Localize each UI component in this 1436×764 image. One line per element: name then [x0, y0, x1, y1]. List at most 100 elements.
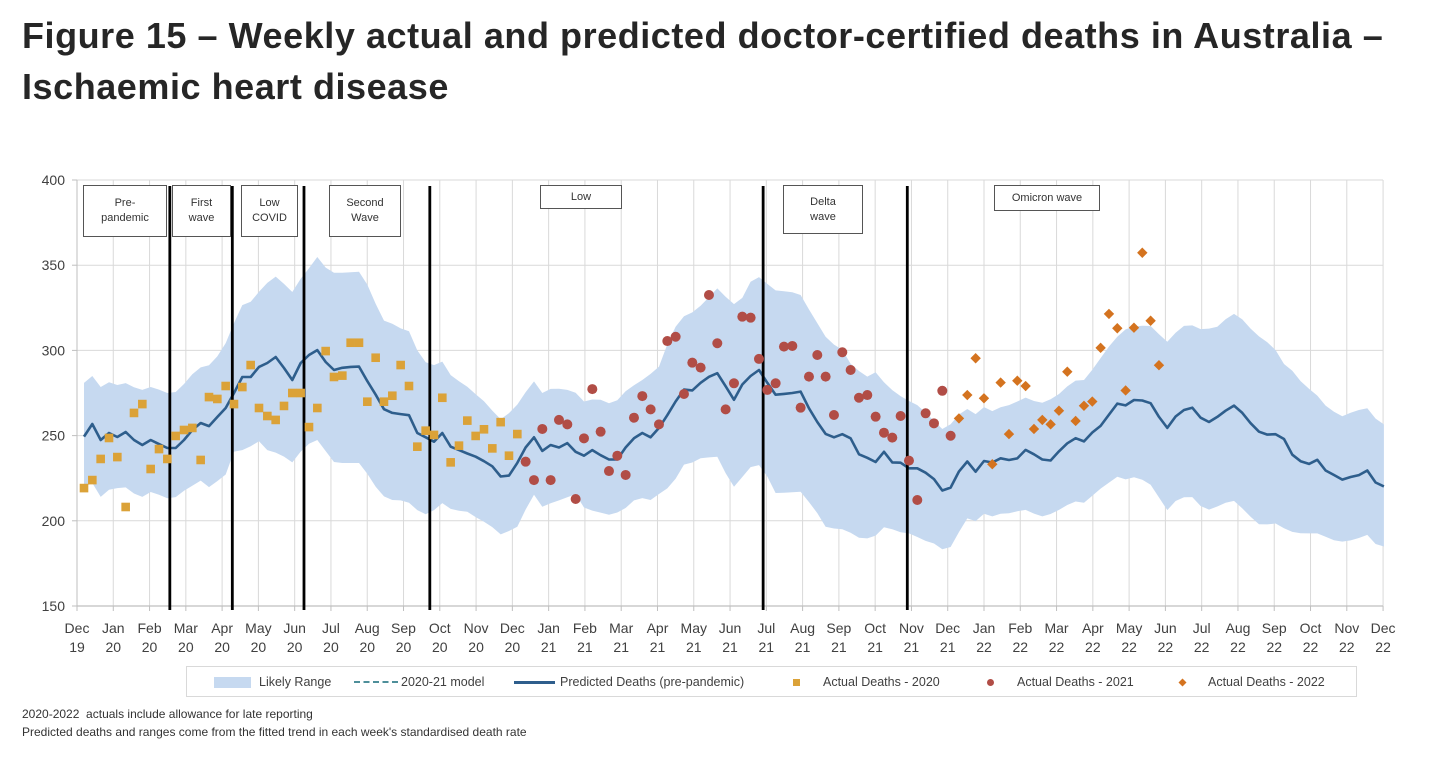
x-tick-label-year: 20: [468, 639, 484, 655]
x-tick-label-month: Feb: [137, 620, 161, 636]
actual-2022-marker: [1112, 323, 1123, 334]
legend-diamond-marker-icon: [1178, 678, 1187, 687]
actual-2020-marker: [371, 353, 380, 363]
x-tick-label-month: Jun: [1154, 620, 1177, 636]
actual-2021-marker: [545, 475, 556, 486]
actual-2021-marker: [745, 312, 756, 323]
legend-model-label: 2020-21 model: [401, 675, 485, 689]
legend: Likely Range 2020-21 model Predicted Dea…: [186, 666, 1357, 697]
actual-2021-marker: [845, 364, 856, 375]
actual-2022-marker: [1128, 322, 1140, 333]
phase-label-pre-pandemic: Pre- pandemic: [83, 185, 167, 237]
actual-2022-marker: [1045, 419, 1056, 430]
x-tick-label-year: 22: [1085, 639, 1101, 655]
actual-2022-marker: [1012, 375, 1023, 386]
x-tick-label-month: Oct: [1300, 620, 1322, 636]
actual-2020-marker: [146, 464, 155, 474]
x-tick-label-month: Jul: [757, 620, 775, 636]
y-tick-label: 350: [42, 257, 66, 273]
actual-2022-marker: [1020, 380, 1031, 392]
legend-square-marker-icon: [793, 679, 800, 686]
x-tick-label-month: Nov: [1334, 620, 1359, 636]
actual-2020-marker: [363, 397, 372, 406]
x-tick-label-month: Oct: [864, 620, 886, 636]
phase-label-first-wave: First wave: [172, 185, 231, 237]
x-tick-label-month: Dec: [65, 620, 90, 636]
x-tick-label-year: 22: [1303, 639, 1319, 655]
x-tick-label-year: 22: [1339, 639, 1355, 655]
x-tick-label-year: 19: [69, 639, 85, 655]
x-tick-label-month: Jul: [1193, 620, 1211, 636]
x-tick-label-year: 20: [359, 639, 375, 655]
actual-2020-marker: [413, 442, 422, 451]
y-tick-label: 150: [42, 598, 66, 614]
actual-2021-marker: [828, 409, 839, 420]
x-tick-label-year: 21: [650, 639, 666, 655]
actual-2021-marker: [820, 371, 831, 382]
actual-2020-marker: [271, 415, 280, 425]
x-tick-label-year: 22: [1194, 639, 1210, 655]
actual-2020-marker: [113, 452, 122, 462]
actual-2020-marker: [96, 454, 105, 464]
actual-2021-marker: [703, 290, 714, 301]
actual-2020-marker: [379, 397, 389, 406]
actual-2021-marker: [628, 412, 639, 423]
x-tick-label-month: Jun: [719, 620, 742, 636]
actual-2021-marker: [620, 469, 631, 480]
actual-2021-marker: [787, 340, 798, 351]
actual-2021-marker: [537, 423, 548, 434]
actual-2021-marker: [937, 385, 948, 396]
actual-2021-marker: [603, 466, 614, 477]
actual-2022-marker: [1028, 423, 1040, 435]
y-tick-label: 300: [42, 342, 66, 358]
actual-2022-marker: [1137, 247, 1148, 258]
x-tick-label-year: 20: [287, 639, 303, 655]
x-tick-label-month: Nov: [899, 620, 924, 636]
actual-2020-marker: [338, 371, 347, 380]
actual-2021-marker: [837, 347, 848, 358]
legend-model-dashed-line-icon: [354, 681, 398, 683]
actual-2020-marker: [154, 444, 164, 454]
actual-2020-marker: [188, 423, 197, 433]
actual-2022-marker: [1053, 405, 1065, 416]
actual-2021-marker: [920, 408, 931, 419]
actual-2020-marker: [163, 454, 172, 464]
actual-2020-marker: [488, 444, 497, 453]
actual-2020-marker: [129, 408, 139, 418]
actual-2021-marker: [945, 430, 956, 441]
x-tick-label-month: Dec: [500, 620, 525, 636]
x-tick-label-month: Oct: [429, 620, 451, 636]
actual-2020-marker: [288, 388, 297, 398]
actual-2020-marker: [213, 394, 222, 404]
actual-2022-marker: [1120, 385, 1131, 396]
actual-2021-marker: [928, 418, 939, 429]
actual-2021-marker: [528, 475, 539, 486]
actual-2020-marker: [513, 429, 522, 439]
actual-2021-marker: [645, 404, 656, 415]
actual-2022-marker: [1062, 366, 1073, 377]
actual-2021-marker: [770, 378, 781, 389]
x-tick-label-month: May: [1116, 620, 1142, 636]
x-tick-label-year: 22: [1230, 639, 1246, 655]
actual-2020-marker: [479, 424, 489, 434]
actual-2020-marker: [421, 426, 430, 435]
actual-2020-marker: [79, 483, 89, 493]
phase-label-delta-wave: Delta wave: [783, 185, 863, 234]
actual-2021-marker: [678, 389, 689, 400]
actual-2020-marker: [229, 399, 239, 409]
actual-2020-marker: [221, 381, 230, 391]
actual-2022-marker: [1095, 342, 1106, 354]
x-tick-label-month: Jan: [102, 620, 125, 636]
x-tick-label-month: Apr: [647, 620, 669, 636]
actual-2022-marker: [1003, 428, 1015, 440]
x-tick-label-year: 22: [1375, 639, 1391, 655]
x-tick-label-year: 20: [396, 639, 412, 655]
actual-2022-marker: [978, 393, 990, 404]
actual-2021-marker: [753, 353, 764, 364]
actual-2020-marker: [388, 391, 397, 401]
actual-2020-marker: [321, 346, 330, 356]
x-tick-label-year: 20: [142, 639, 158, 655]
x-tick-label-year: 22: [1012, 639, 1028, 655]
likely-range-layer: [84, 257, 1384, 550]
x-tick-label-month: Jan: [537, 620, 560, 636]
